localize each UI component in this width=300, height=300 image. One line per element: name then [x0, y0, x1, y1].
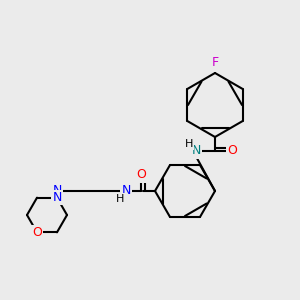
Text: H: H [116, 194, 124, 204]
Text: O: O [227, 145, 237, 158]
Text: N: N [52, 184, 62, 197]
Text: N: N [121, 184, 131, 197]
Text: O: O [136, 169, 146, 182]
Text: H: H [185, 139, 193, 149]
Text: O: O [32, 226, 42, 239]
Text: N: N [52, 191, 62, 204]
Text: N: N [191, 145, 201, 158]
Text: F: F [212, 56, 219, 70]
